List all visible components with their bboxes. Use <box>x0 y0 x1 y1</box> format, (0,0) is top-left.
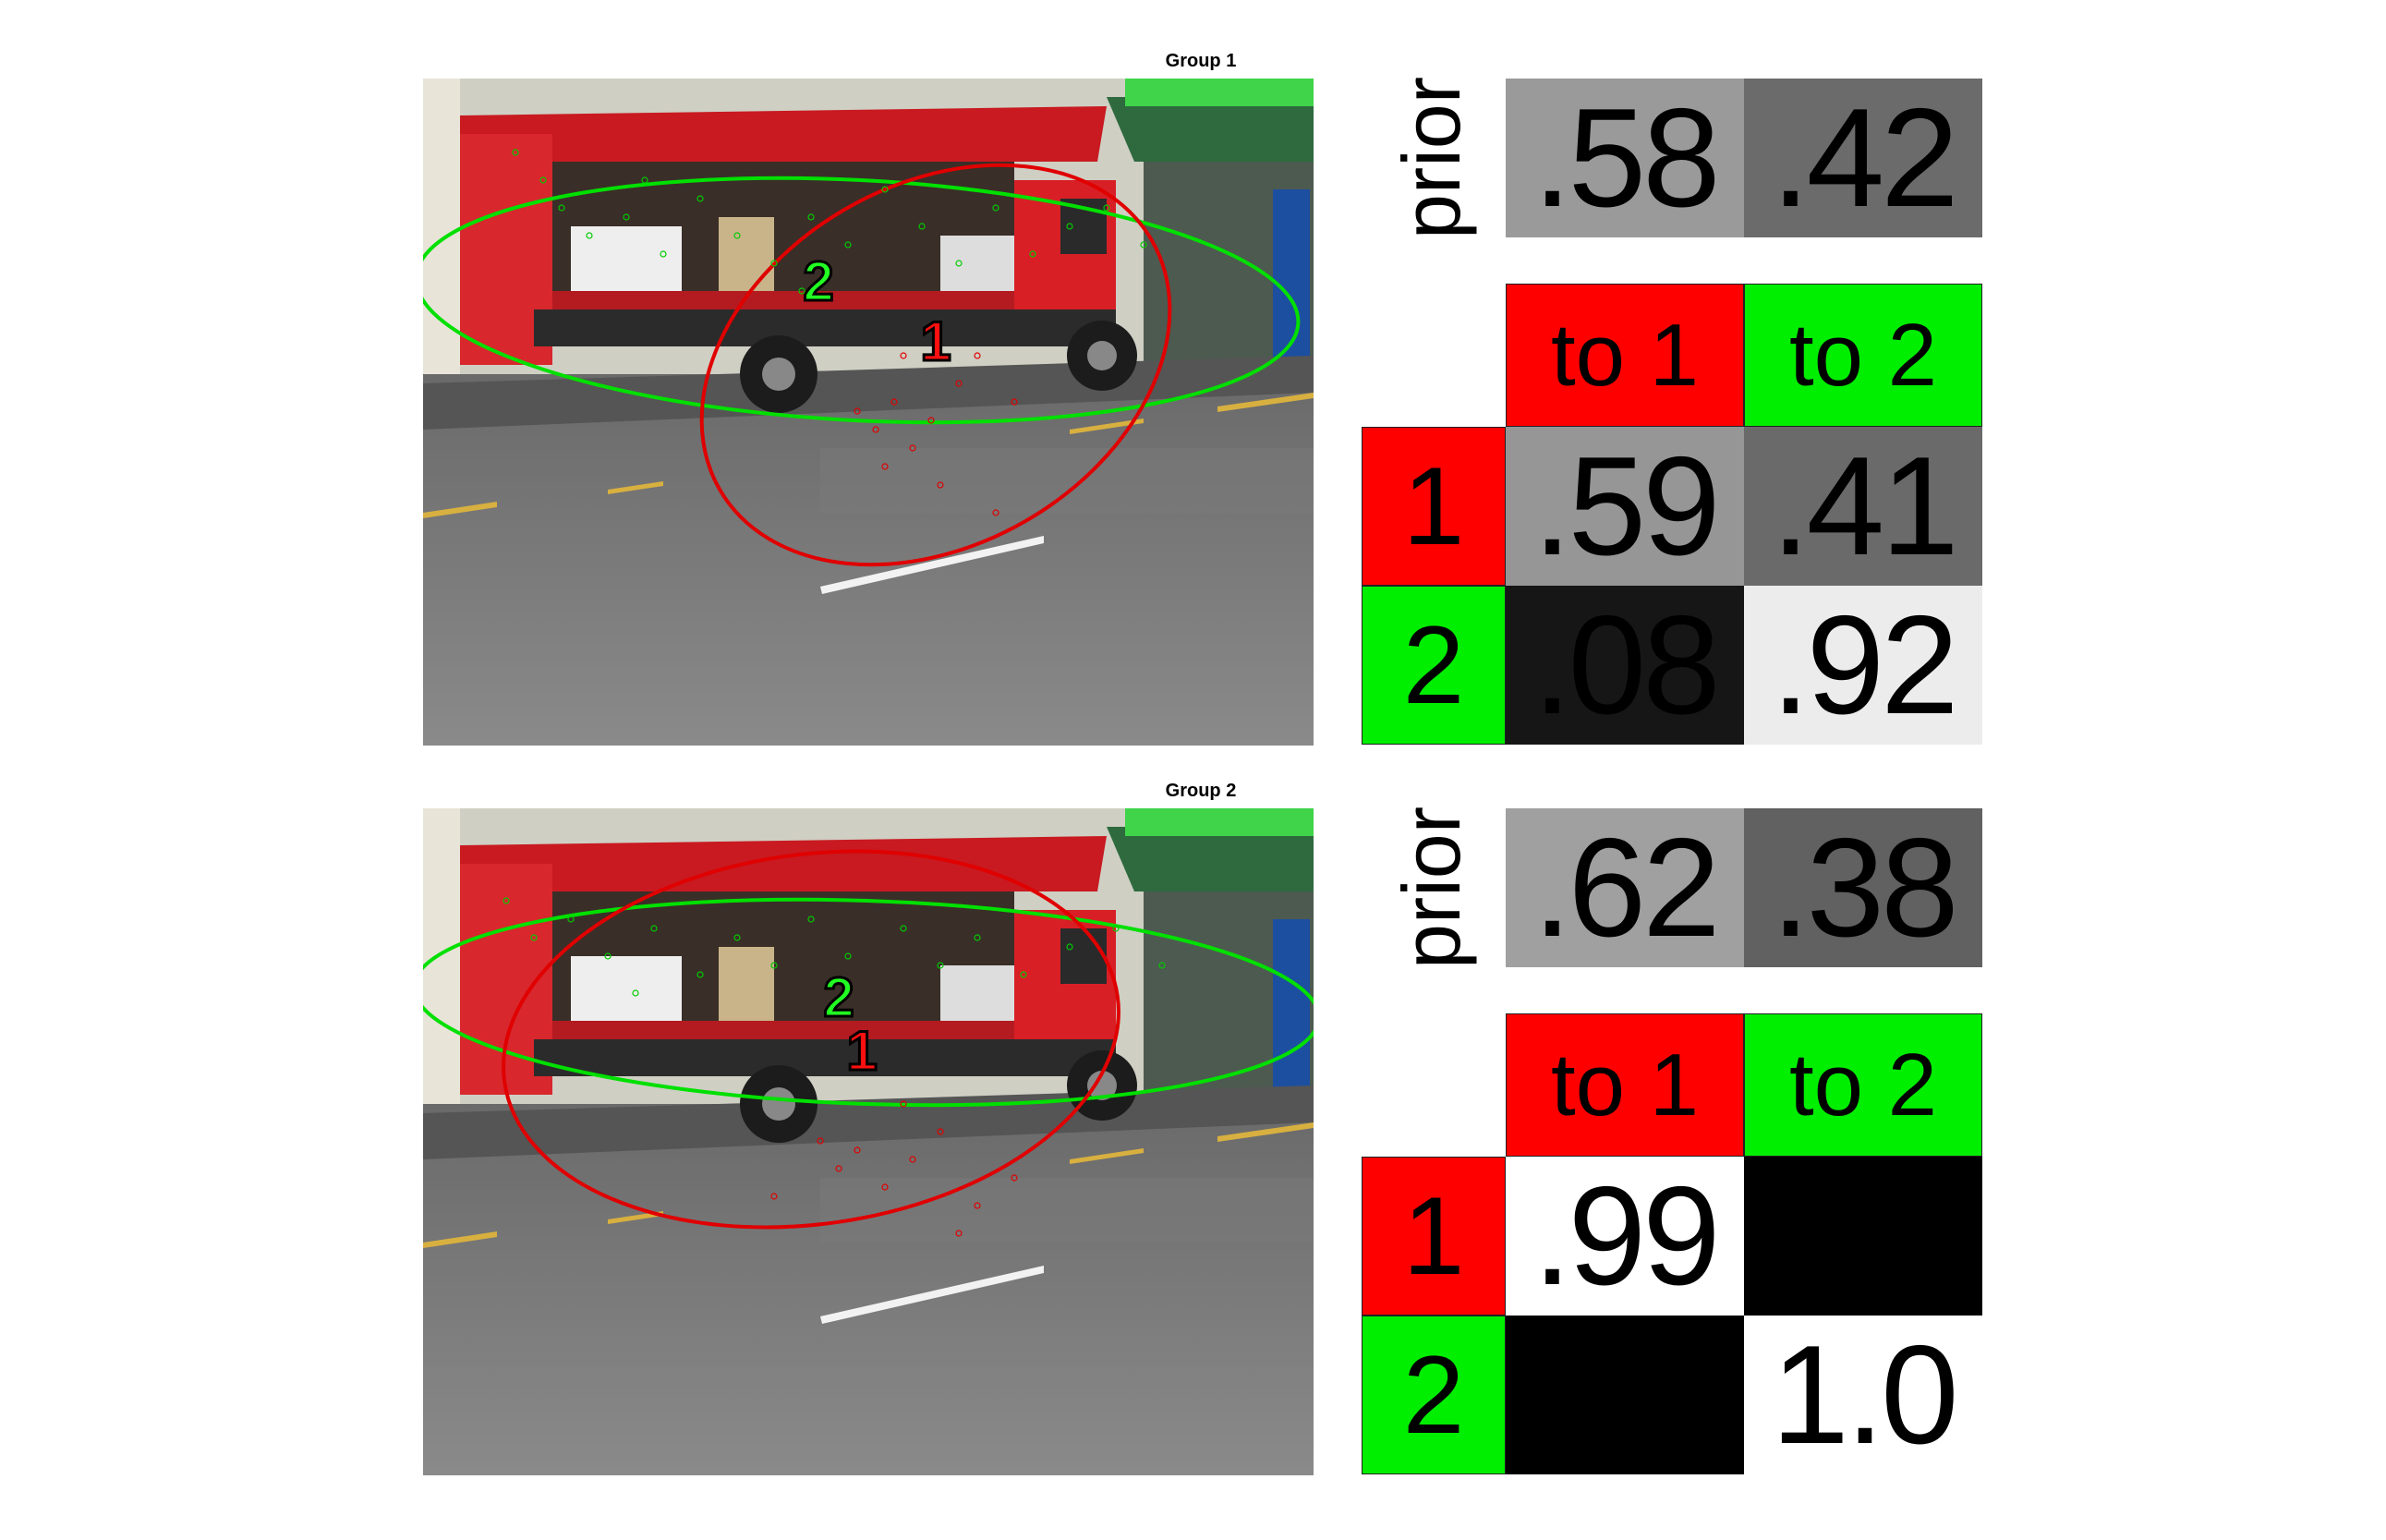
matrix-cell-1-2: .41 <box>1744 427 1982 586</box>
state-2-points <box>503 897 1166 997</box>
row-label-1: 1 <box>1362 1157 1506 1316</box>
header-to-1: to 1 <box>1506 284 1744 427</box>
matrix-cell-2-2: .92 <box>1744 586 1982 745</box>
prior-label: prior <box>1386 806 1477 970</box>
header-to-1: to 1 <box>1506 1013 1744 1157</box>
group-1-panel: Group 1 <box>0 51 2386 781</box>
street-scene-image: 2 1 <box>423 79 1314 746</box>
group-2-panel: Group 2 <box>0 781 2386 1510</box>
group-title: Group 2 <box>1165 781 1237 801</box>
matrix-cell-1-1: .59 <box>1506 427 1744 586</box>
state-1-marker: 1 <box>920 310 951 372</box>
matrix-cell-1-1: .99 <box>1506 1157 1744 1316</box>
row-label-2: 2 <box>1362 1316 1506 1474</box>
street-scene-image: 2 1 <box>423 808 1314 1475</box>
matrix-cell-1-2 <box>1744 1157 1982 1316</box>
prior-cell-1: .62 <box>1506 808 1744 967</box>
state-2-ellipse <box>423 897 1314 1108</box>
prior-cell-2: .38 <box>1744 808 1982 967</box>
row-label-1: 1 <box>1362 427 1506 586</box>
matrix-cell-2-1 <box>1506 1316 1744 1474</box>
truck <box>460 836 1137 1143</box>
state-1-points <box>854 352 1018 516</box>
prior-cell-2: .42 <box>1744 79 1982 237</box>
matrix-cell-2-2: 1.0 <box>1744 1316 1982 1474</box>
prior-cell-1: .58 <box>1506 79 1744 237</box>
prior-label: prior <box>1386 76 1477 240</box>
scene-illustration: 2 1 <box>423 79 1314 746</box>
lane-marking <box>820 536 1044 594</box>
state-1-ellipse <box>502 849 1120 1230</box>
state-2-ellipse <box>423 176 1301 425</box>
row-label-2: 2 <box>1362 586 1506 745</box>
state-1-marker: 1 <box>846 1020 877 1082</box>
header-to-2: to 2 <box>1744 284 1982 427</box>
state-1-points <box>770 1100 1018 1237</box>
group-title: Group 1 <box>1165 51 1237 71</box>
scene-illustration: 2 1 <box>423 808 1314 1475</box>
state-1-ellipse <box>699 163 1172 567</box>
matrix-cell-2-1: .08 <box>1506 586 1744 745</box>
state-2-marker: 2 <box>803 250 833 312</box>
state-2-marker: 2 <box>823 966 854 1028</box>
header-to-2: to 2 <box>1744 1013 1982 1157</box>
state-2-points <box>512 149 1147 295</box>
lane-marking <box>820 1266 1044 1324</box>
